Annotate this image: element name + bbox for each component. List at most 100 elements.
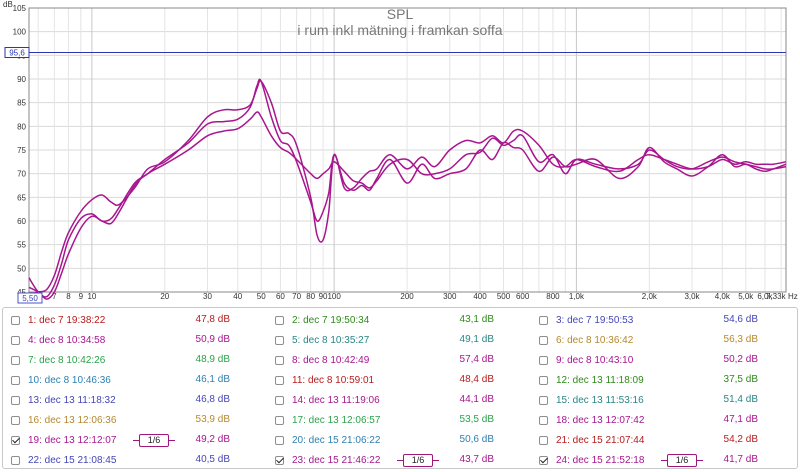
measurement-checkbox[interactable] xyxy=(539,455,548,465)
legend-entry: 2: dec 7 19:50:34 xyxy=(275,310,369,330)
measurement-label[interactable]: 9: dec 8 10:43:10 xyxy=(556,354,634,366)
x-tick-label: 80 xyxy=(306,292,315,301)
legend-entry: 23: dec 15 21:46:22 xyxy=(275,450,380,470)
legend-entry: 22: dec 15 21:08:45 xyxy=(11,450,116,470)
x-min-readout: 5,50 xyxy=(22,294,38,303)
measurement-checkbox[interactable] xyxy=(11,355,20,365)
smoothing-badge[interactable]: 1/6 xyxy=(133,434,175,447)
measurement-checkbox[interactable] xyxy=(539,415,548,425)
measurement-checkbox[interactable] xyxy=(11,455,20,465)
measurement-label[interactable]: 7: dec 8 10:42:26 xyxy=(28,354,106,366)
measurement-checkbox[interactable] xyxy=(275,355,284,365)
measurement-checkbox[interactable] xyxy=(11,435,20,445)
measurement-level: 44,1 dB xyxy=(459,394,494,405)
measurement-level: 56,3 dB xyxy=(723,334,758,345)
measurement-level: 53,5 dB xyxy=(459,414,494,425)
measurement-checkbox[interactable] xyxy=(275,455,284,465)
legend-entry: 18: dec 13 12:07:42 xyxy=(539,410,644,430)
measurement-level: 54,2 dB xyxy=(723,434,758,445)
measurement-checkbox[interactable] xyxy=(11,395,20,405)
y-tick-label: 70 xyxy=(17,170,26,179)
y-tick-label: 100 xyxy=(13,28,27,37)
legend-entry: 5: dec 8 10:35:27 xyxy=(275,330,369,350)
measurement-level: 41,7 dB xyxy=(723,454,758,465)
x-tick-label: 500 xyxy=(497,292,511,301)
x-tick-label: 8 xyxy=(66,292,71,301)
x-tick-label: 10 xyxy=(87,292,96,301)
measurement-checkbox[interactable] xyxy=(11,375,20,385)
measurement-label[interactable]: 13: dec 13 11:18:32 xyxy=(28,394,116,406)
smoothing-badge[interactable]: 1/6 xyxy=(661,454,703,467)
x-tick-label: 6,0k xyxy=(757,292,773,301)
measurement-checkbox[interactable] xyxy=(539,355,548,365)
plot-frame xyxy=(28,7,787,293)
measurement-label[interactable]: 23: dec 15 21:46:22 xyxy=(292,454,381,466)
measurement-checkbox[interactable] xyxy=(275,335,284,345)
measurement-label[interactable]: 4: dec 8 10:34:58 xyxy=(28,334,106,346)
legend-entry: 20: dec 15 21:06:22 xyxy=(275,430,380,450)
x-tick-label: 20 xyxy=(160,292,169,301)
legend-entry: 21: dec 15 21:07:44 xyxy=(539,430,644,450)
measurement-checkbox[interactable] xyxy=(539,315,548,325)
measurement-checkbox[interactable] xyxy=(275,315,284,325)
x-tick-label: 40 xyxy=(233,292,242,301)
measurement-checkbox[interactable] xyxy=(539,335,548,345)
measurement-label[interactable]: 15: dec 13 11:53:16 xyxy=(556,394,644,406)
measurement-checkbox[interactable] xyxy=(539,375,548,385)
spl-chart: dB SPL i rum inkl mätning i framkan soff… xyxy=(3,0,798,304)
legend-entry: 3: dec 7 19:50:53 xyxy=(539,310,633,330)
measurement-label[interactable]: 2: dec 7 19:50:34 xyxy=(292,314,370,326)
measurement-label[interactable]: 19: dec 13 12:12:07 xyxy=(28,434,117,446)
measurement-label[interactable]: 17: dec 13 12:06:57 xyxy=(292,414,381,426)
x-tick-label: 90 xyxy=(319,292,328,301)
grid xyxy=(29,7,786,293)
measurement-checkbox[interactable] xyxy=(275,435,284,445)
legend-entry: 15: dec 13 11:53:16 xyxy=(539,390,644,410)
measurement-checkbox[interactable] xyxy=(275,395,284,405)
measurement-checkbox[interactable] xyxy=(539,435,548,445)
measurement-label[interactable]: 11: dec 8 10:59:01 xyxy=(292,374,375,386)
measurement-level: 48,4 dB xyxy=(459,374,494,385)
x-tick-label: 600 xyxy=(516,292,530,301)
measurement-label[interactable]: 12: dec 13 11:18:09 xyxy=(556,374,644,386)
measurement-label[interactable]: 1: dec 7 19:38:22 xyxy=(28,314,106,326)
y-tick-label: 90 xyxy=(17,75,26,84)
chart-title: SPL xyxy=(387,6,414,22)
x-tick-label: 60 xyxy=(276,292,285,301)
cursor[interactable]: 95,6 xyxy=(4,46,786,58)
measurement-level: 49,1 dB xyxy=(459,334,494,345)
measurement-level: 50,6 dB xyxy=(459,434,494,445)
measurement-label[interactable]: 8: dec 8 10:42:49 xyxy=(292,354,370,366)
measurement-label[interactable]: 20: dec 15 21:06:22 xyxy=(292,434,381,446)
y-tick-label: 75 xyxy=(17,146,26,155)
measurement-label[interactable]: 6: dec 8 10:36:42 xyxy=(556,334,634,346)
measurement-checkbox[interactable] xyxy=(11,315,20,325)
smoothing-badge[interactable]: 1/6 xyxy=(397,454,439,467)
measurement-label[interactable]: 14: dec 13 11:19:06 xyxy=(292,394,380,406)
measurement-label[interactable]: 10: dec 8 10:46:36 xyxy=(28,374,111,386)
x-max-label: 7,33k xyxy=(766,292,787,301)
measurement-level: 43,1 dB xyxy=(459,314,494,325)
measurement-checkbox[interactable] xyxy=(275,375,284,385)
measurement-label[interactable]: 21: dec 15 21:07:44 xyxy=(556,434,645,446)
x-tick-label: 800 xyxy=(546,292,560,301)
measurement-label[interactable]: 18: dec 13 12:07:42 xyxy=(556,414,645,426)
legend-entry: 7: dec 8 10:42:26 xyxy=(11,350,105,370)
measurement-label[interactable]: 16: dec 13 12:06:36 xyxy=(28,414,117,426)
legend-entry: 14: dec 13 11:19:06 xyxy=(275,390,380,410)
measurement-label[interactable]: 5: dec 8 10:35:27 xyxy=(292,334,370,346)
measurement-checkbox[interactable] xyxy=(539,395,548,405)
measurement-label[interactable]: 24: dec 15 21:52:18 xyxy=(556,454,645,466)
x-tick-label: 200 xyxy=(400,292,414,301)
measurement-level: 47,8 dB xyxy=(195,314,230,325)
measurement-checkbox[interactable] xyxy=(11,415,20,425)
measurement-checkbox[interactable] xyxy=(11,335,20,345)
measurement-level: 47,1 dB xyxy=(723,414,758,425)
measurement-level: 46,1 dB xyxy=(195,374,230,385)
measurement-checkbox[interactable] xyxy=(275,415,284,425)
measurement-label[interactable]: 22: dec 15 21:08:45 xyxy=(28,454,117,466)
measurement-label[interactable]: 3: dec 7 19:50:53 xyxy=(556,314,634,326)
legend-entry: 11: dec 8 10:59:01 xyxy=(275,370,374,390)
x-tick-label: 9 xyxy=(79,292,84,301)
legend-entry: 19: dec 13 12:12:07 xyxy=(11,430,116,450)
